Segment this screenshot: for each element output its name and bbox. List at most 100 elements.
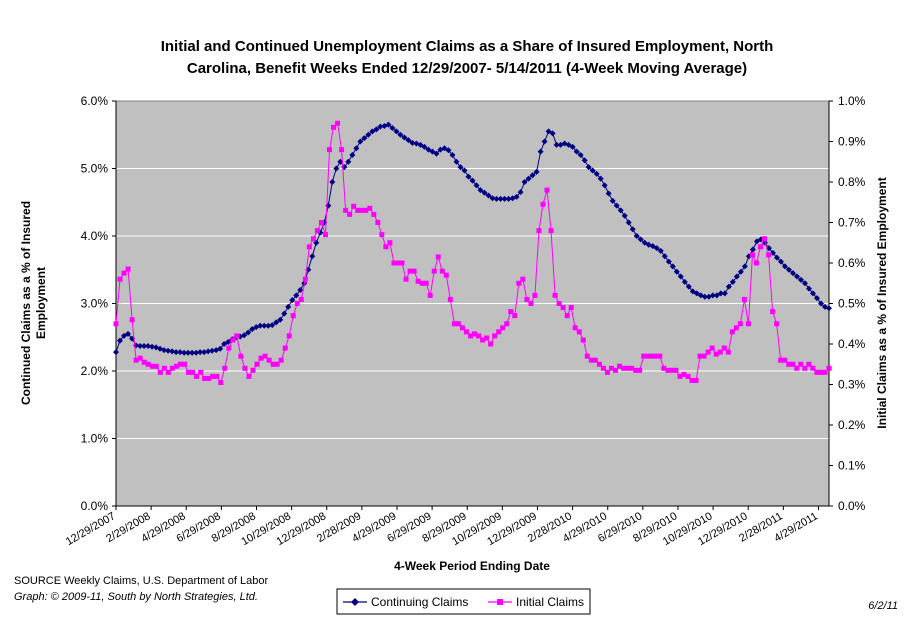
- data-point-square: [778, 357, 784, 363]
- data-point-square: [415, 278, 421, 284]
- data-point-diamond: [425, 146, 432, 153]
- data-point-diamond: [241, 332, 248, 339]
- data-point-diamond: [373, 126, 380, 133]
- data-point-diamond: [493, 195, 500, 202]
- data-point-square: [749, 252, 755, 258]
- data-point-square: [463, 329, 469, 335]
- data-point-square: [604, 369, 610, 375]
- data-point-diamond: [397, 131, 404, 138]
- data-point-square: [242, 365, 248, 371]
- right-tick-label: 0.3%: [838, 378, 866, 392]
- right-tick-label: 0.2%: [838, 418, 866, 432]
- data-point-square: [326, 147, 332, 153]
- data-point-diamond: [289, 297, 296, 304]
- data-point-diamond: [733, 273, 740, 280]
- data-point-diamond: [117, 337, 124, 344]
- data-point-diamond: [461, 167, 468, 174]
- right-axis: 0.0% 0.1% 0.2% 0.3% 0.4% 0.5% 0.6% 0.7% 0.8% 0.9%…: [828, 94, 866, 513]
- data-point-diamond: [489, 195, 496, 202]
- data-point-square: [576, 329, 582, 335]
- data-point-square: [790, 361, 796, 367]
- data-point-square: [403, 276, 409, 282]
- data-point-diamond: [449, 152, 456, 158]
- data-point-square: [633, 367, 639, 373]
- chart-title-line1: Initial and Continued Unemployment Claim…: [161, 38, 774, 55]
- data-point-diamond: [361, 135, 368, 142]
- data-point-square: [492, 333, 498, 339]
- chart-title-line2: Carolina, Benefit Weeks Ended 12/29/2007…: [187, 60, 747, 77]
- data-point-diamond: [485, 192, 492, 199]
- data-point-diamond: [653, 245, 660, 252]
- data-point-diamond: [269, 322, 276, 329]
- data-point-diamond: [429, 148, 436, 155]
- data-point-square: [810, 365, 816, 371]
- data-point-diamond: [621, 212, 628, 219]
- data-point-square: [669, 367, 675, 373]
- data-point-square: [689, 377, 695, 383]
- data-point-square: [613, 367, 619, 373]
- data-point-diamond: [293, 292, 300, 299]
- data-point-diamond: [181, 349, 188, 356]
- data-point-diamond: [161, 347, 168, 354]
- data-point-square: [548, 228, 554, 234]
- data-point-diamond: [297, 287, 304, 293]
- data-point-square: [472, 331, 478, 337]
- data-point-square: [641, 353, 647, 359]
- data-point-diamond: [221, 341, 228, 347]
- data-point-diamond: [649, 243, 656, 250]
- data-point-square: [725, 349, 731, 355]
- data-point-square: [165, 369, 171, 375]
- data-point-square: [822, 369, 828, 375]
- right-tick-label: 0.9%: [838, 135, 866, 149]
- data-point-diamond: [709, 292, 716, 299]
- data-point-diamond: [677, 273, 684, 280]
- data-point-square: [270, 361, 276, 367]
- data-point-square: [709, 345, 715, 351]
- right-axis-label: Initial Claims as a % of Insured Employm…: [875, 177, 889, 428]
- data-point-square: [226, 345, 232, 351]
- data-point-square: [673, 367, 679, 373]
- data-point-diamond: [529, 172, 536, 179]
- data-point-diamond: [609, 197, 616, 204]
- data-point-diamond: [749, 246, 756, 253]
- data-point-diamond: [525, 175, 532, 182]
- data-point-diamond: [777, 258, 784, 265]
- data-point-square: [391, 260, 397, 266]
- data-point-square: [564, 313, 570, 319]
- left-axis-label-line1: Continued Claims as a % of Insured: [19, 201, 33, 405]
- data-point-diamond: [313, 239, 320, 246]
- data-point-diamond: [681, 278, 688, 285]
- left-tick-label: 2.0%: [81, 364, 109, 378]
- data-point-square: [419, 280, 425, 286]
- data-point-square: [234, 333, 240, 339]
- data-point-diamond: [701, 293, 708, 300]
- data-point-square: [399, 260, 405, 266]
- right-tick-label: 0.0%: [838, 499, 866, 513]
- data-point-diamond: [481, 189, 488, 196]
- data-point-square: [516, 280, 522, 286]
- data-point-square: [677, 373, 683, 379]
- data-point-diamond: [665, 258, 672, 265]
- data-point-square: [826, 365, 832, 371]
- data-point-diamond: [781, 263, 788, 270]
- data-point-diamond: [217, 345, 224, 352]
- data-point-diamond: [533, 168, 540, 175]
- data-point-square: [254, 361, 260, 367]
- data-point-square: [753, 260, 759, 266]
- data-point-square: [161, 365, 167, 371]
- data-point-diamond: [369, 128, 376, 135]
- data-point-diamond: [785, 266, 792, 273]
- data-point-square: [649, 353, 655, 359]
- data-point-square: [806, 361, 812, 367]
- data-point-square: [145, 361, 151, 367]
- data-point-diamond: [173, 349, 180, 356]
- data-point-diamond: [385, 121, 392, 128]
- data-point-diamond: [817, 300, 824, 307]
- left-tick-label: 1.0%: [81, 432, 109, 446]
- data-point-diamond: [809, 290, 816, 297]
- data-point-diamond: [797, 276, 804, 283]
- data-point-square: [459, 325, 465, 331]
- data-point-square: [512, 313, 518, 319]
- data-point-square: [500, 325, 506, 331]
- data-point-square: [214, 373, 220, 379]
